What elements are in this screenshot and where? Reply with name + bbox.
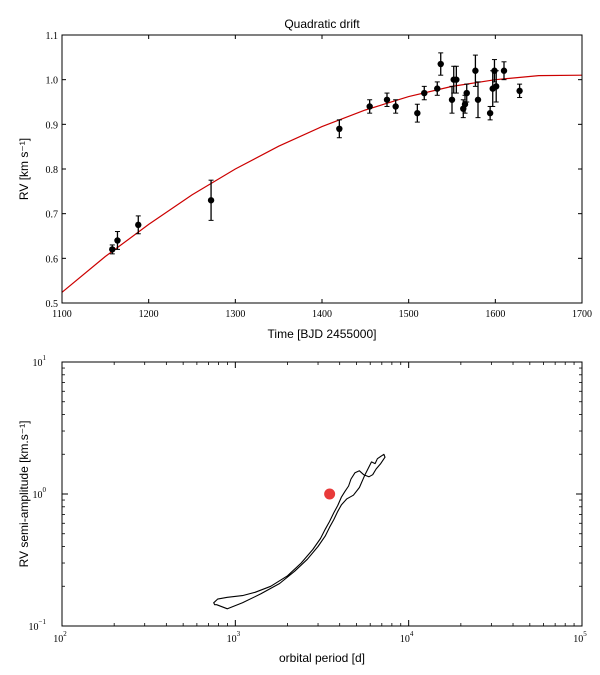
y-axis-label: RV semi-amplitude [km.s⁻¹] xyxy=(17,421,31,568)
y-tick-label: 0.8 xyxy=(46,165,59,176)
y-tick-label: 1.1 xyxy=(46,31,59,42)
point-marker xyxy=(109,246,116,253)
data-point xyxy=(135,215,142,235)
best-fit-marker xyxy=(324,488,336,500)
point-marker xyxy=(516,87,523,95)
rv-time-plot: Quadratic drift 1100 1200 1300 1400 1500 1600… xyxy=(17,17,592,341)
x-tick-label: 1600 xyxy=(485,309,505,320)
data-point xyxy=(383,92,391,107)
point-marker xyxy=(493,83,500,90)
point-marker xyxy=(474,96,482,103)
data-point xyxy=(421,85,428,101)
x-tick-label: 1700 xyxy=(572,309,592,320)
data-point xyxy=(437,52,444,76)
y-tick-label: 100 xyxy=(33,486,47,501)
y-axis-label: RV [km s⁻¹] xyxy=(17,138,31,200)
y-tick-label: 1.0 xyxy=(46,76,59,87)
x-tick-label: 1100 xyxy=(52,309,72,320)
point-marker xyxy=(461,101,469,108)
x-tick-label: 1400 xyxy=(312,309,332,320)
point-marker xyxy=(500,67,508,74)
x-tick-label: 103 xyxy=(227,630,241,645)
point-marker xyxy=(421,89,428,97)
y-tick-label: 0.9 xyxy=(46,120,59,131)
data-point xyxy=(472,54,479,87)
x-axis-label: orbital period [d] xyxy=(279,651,365,665)
point-marker xyxy=(135,221,142,229)
point-marker xyxy=(114,237,121,244)
plot-frame xyxy=(61,361,583,627)
x-tick-label: 102 xyxy=(53,630,67,645)
y-tick-label: 0.6 xyxy=(46,254,59,265)
plot-data xyxy=(61,52,583,293)
axis-ticks: 102 103 104 105 10−1 100 101 xyxy=(29,354,588,645)
data-point xyxy=(392,99,399,114)
data-point xyxy=(486,105,494,121)
x-tick-label: 104 xyxy=(400,630,414,645)
data-point xyxy=(336,119,343,139)
point-marker xyxy=(383,96,391,103)
fit-curve xyxy=(61,74,583,293)
axis-ticks: 1100 1200 1300 1400 1500 1600 1700 0.5 0.6 0.7 0.8… xyxy=(46,31,593,320)
point-marker xyxy=(463,89,470,97)
data-point xyxy=(493,70,500,103)
plot-data xyxy=(213,453,386,610)
data-point xyxy=(474,81,482,119)
x-tick-label: 1200 xyxy=(139,309,159,320)
data-point xyxy=(463,83,470,103)
data-point xyxy=(500,61,508,81)
x-tick-label: 1300 xyxy=(225,309,245,320)
data-point xyxy=(453,65,460,94)
point-marker xyxy=(486,109,494,117)
confidence-contour xyxy=(213,453,386,610)
y-tick-label: 101 xyxy=(33,354,47,369)
point-marker xyxy=(366,103,373,110)
data-point xyxy=(516,83,523,99)
point-marker xyxy=(437,60,444,68)
data-point xyxy=(109,244,116,255)
point-marker xyxy=(448,96,456,103)
y-tick-label: 0.7 xyxy=(46,210,59,221)
period-amplitude-plot: 102 103 104 105 10−1 100 101 orbital period [d… xyxy=(17,354,587,665)
x-tick-label: 105 xyxy=(573,630,587,645)
data-point xyxy=(207,179,215,221)
point-marker xyxy=(414,109,421,117)
chart-title: Quadratic drift xyxy=(284,17,360,31)
point-marker xyxy=(453,76,460,83)
y-tick-label: 10−1 xyxy=(29,618,47,633)
data-point xyxy=(366,99,373,114)
point-marker xyxy=(392,103,399,110)
point-marker xyxy=(336,125,343,132)
point-marker xyxy=(207,197,215,204)
y-tick-label: 0.5 xyxy=(46,299,59,310)
point-marker xyxy=(434,85,441,92)
x-tick-label: 1500 xyxy=(399,309,419,320)
data-point xyxy=(434,81,441,96)
data-point xyxy=(114,231,121,250)
data-point xyxy=(414,103,421,123)
data-point xyxy=(448,85,456,114)
point-marker xyxy=(472,67,479,74)
x-axis-label: Time [BJD 2455000] xyxy=(268,327,377,341)
